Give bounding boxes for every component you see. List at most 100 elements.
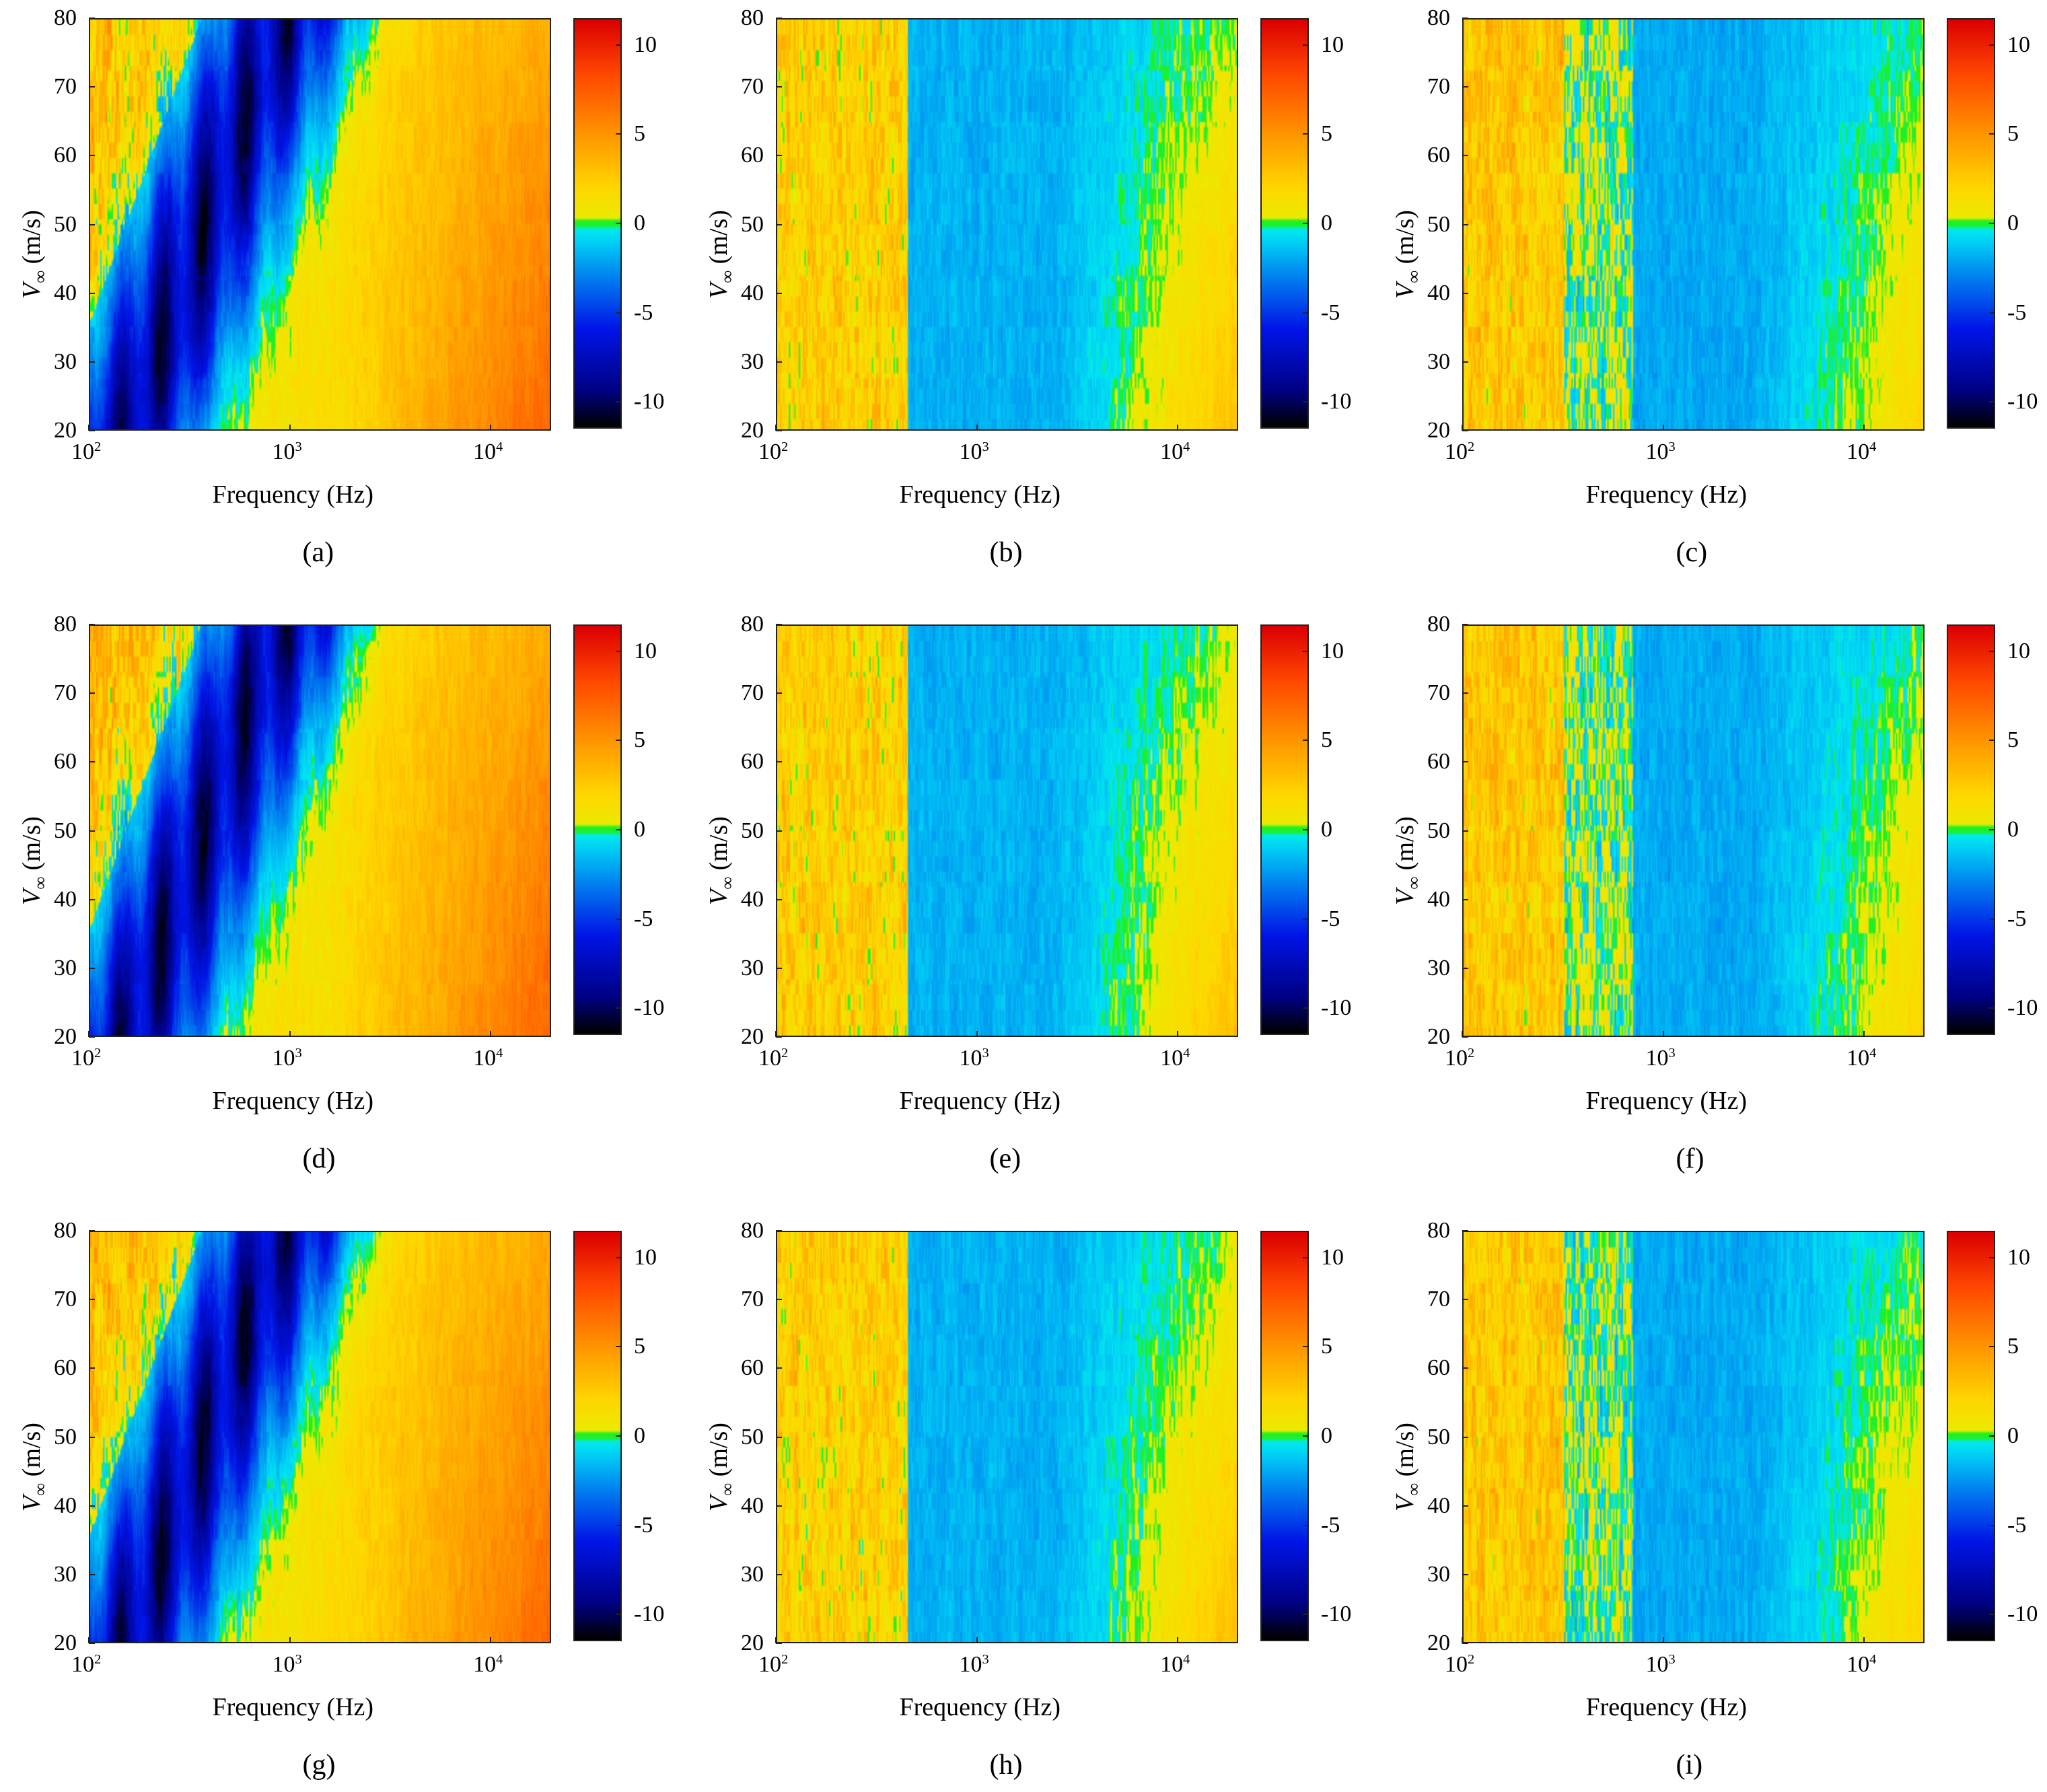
x-tick-mark bbox=[88, 425, 89, 431]
colorbar-tick-label: -10 bbox=[634, 995, 665, 1021]
colorbar-tick-label: 0 bbox=[634, 211, 645, 236]
colorbar-tick-label: -5 bbox=[634, 1512, 653, 1538]
colorbar-tick-mark bbox=[1989, 401, 1995, 403]
y-tick-label: 30 bbox=[741, 349, 764, 374]
colorbar-tick-mark bbox=[1989, 918, 1995, 920]
colorbar-tick-label: 5 bbox=[634, 1334, 645, 1359]
x-axis-label: Frequency (Hz) bbox=[1585, 1693, 1748, 1721]
x-tick-label: 102 bbox=[71, 439, 102, 465]
colorbar-tick-mark bbox=[1303, 650, 1309, 652]
y-tick-mark bbox=[89, 1299, 95, 1301]
y-tick-mark bbox=[776, 624, 782, 625]
colorbar-tick-label: 10 bbox=[1321, 638, 1344, 664]
heatmap-plot bbox=[89, 18, 551, 431]
x-tick-label: 104 bbox=[1160, 439, 1190, 465]
x-axis-label: Frequency (Hz) bbox=[1585, 480, 1748, 509]
y-tick-label: 70 bbox=[1427, 1287, 1450, 1312]
y-tick-mark bbox=[1462, 223, 1468, 225]
y-tick-label: 70 bbox=[741, 680, 764, 706]
x-tick-mark bbox=[1462, 425, 1463, 431]
y-tick-mark bbox=[776, 1299, 782, 1301]
y-tick-label: 40 bbox=[741, 280, 764, 306]
heatmap-plot bbox=[776, 624, 1238, 1037]
colorbar-tick-label: 10 bbox=[634, 32, 657, 57]
y-tick-label: 70 bbox=[54, 680, 77, 706]
x-tick-mark bbox=[289, 425, 291, 431]
x-axis-label: Frequency (Hz) bbox=[899, 1087, 1061, 1115]
y-tick-mark bbox=[89, 761, 95, 763]
y-tick-mark bbox=[776, 1505, 782, 1507]
x-tick-label: 103 bbox=[959, 439, 989, 465]
colorbar-tick-mark bbox=[1989, 1346, 1995, 1348]
y-tick-label: 30 bbox=[1427, 349, 1450, 374]
y-tick-label: 30 bbox=[741, 955, 764, 980]
colorbar-tick-mark bbox=[1303, 1435, 1309, 1437]
y-axis-label: V∞ (m/s) bbox=[705, 816, 738, 905]
x-tick-label: 103 bbox=[959, 1652, 989, 1678]
y-axis-label: V∞ (m/s) bbox=[705, 1422, 738, 1511]
x-tick-label: 102 bbox=[758, 439, 789, 465]
y-tick-label: 40 bbox=[1427, 886, 1450, 912]
colorbar-tick-label: -10 bbox=[634, 389, 665, 415]
x-tick-mark bbox=[1177, 425, 1179, 431]
colorbar-tick-label: 10 bbox=[1321, 32, 1344, 57]
colorbar-tick-mark bbox=[616, 1256, 622, 1258]
panel-caption: (i) bbox=[1676, 1750, 1703, 1781]
y-tick-label: 30 bbox=[741, 1561, 764, 1587]
x-tick-mark bbox=[1177, 1031, 1179, 1037]
colorbar-tick-mark bbox=[1303, 1007, 1309, 1009]
y-axis-label: V∞ (m/s) bbox=[17, 209, 50, 299]
colorbar-tick-mark bbox=[1989, 1614, 1995, 1616]
colorbar-tick-mark bbox=[616, 223, 622, 224]
y-tick-label: 50 bbox=[1427, 818, 1450, 843]
x-tick-mark bbox=[490, 1637, 492, 1643]
colorbar-tick-mark bbox=[1989, 312, 1995, 314]
x-tick-label: 103 bbox=[272, 1652, 302, 1678]
y-tick-mark bbox=[1462, 292, 1468, 294]
y-tick-mark bbox=[89, 1036, 95, 1038]
x-tick-label: 102 bbox=[1445, 1046, 1475, 1071]
colorbar bbox=[573, 624, 622, 1035]
y-tick-label: 40 bbox=[1427, 280, 1450, 306]
x-tick-mark bbox=[1863, 1031, 1865, 1037]
x-tick-label: 104 bbox=[1160, 1652, 1190, 1678]
y-tick-label: 80 bbox=[1427, 1218, 1450, 1243]
y-tick-label: 70 bbox=[741, 74, 764, 100]
x-tick-label: 102 bbox=[758, 1652, 789, 1678]
x-tick-mark bbox=[1462, 1031, 1463, 1037]
y-tick-label: 50 bbox=[54, 211, 77, 237]
y-tick-label: 60 bbox=[54, 143, 77, 168]
colorbar-tick-label: 10 bbox=[2007, 638, 2030, 664]
colorbar-tick-mark bbox=[1303, 918, 1309, 920]
panel-caption: (a) bbox=[302, 537, 334, 568]
y-tick-label: 30 bbox=[1427, 1561, 1450, 1587]
x-tick-mark bbox=[1662, 1637, 1664, 1643]
colorbar bbox=[1947, 624, 1995, 1035]
panel-caption: (e) bbox=[989, 1143, 1021, 1174]
colorbar-tick-mark bbox=[1303, 223, 1309, 224]
y-tick-mark bbox=[89, 1436, 95, 1438]
colorbar-tick-label: 10 bbox=[634, 638, 657, 664]
x-tick-mark bbox=[976, 1637, 978, 1643]
colorbar-tick-mark bbox=[1303, 1524, 1309, 1526]
colorbar-tick-label: 0 bbox=[2007, 1423, 2019, 1448]
y-tick-mark bbox=[776, 898, 782, 900]
colorbar-tick-mark bbox=[616, 1346, 622, 1348]
colorbar-tick-label: 0 bbox=[634, 817, 645, 842]
y-tick-mark bbox=[89, 223, 95, 225]
x-tick-mark bbox=[289, 1637, 291, 1643]
y-tick-mark bbox=[776, 692, 782, 694]
y-tick-mark bbox=[1462, 624, 1468, 625]
y-tick-label: 80 bbox=[741, 1218, 764, 1243]
y-tick-label: 20 bbox=[54, 1630, 77, 1655]
colorbar-tick-label: 0 bbox=[1321, 211, 1332, 236]
y-tick-mark bbox=[776, 761, 782, 763]
colorbar-tick-mark bbox=[1989, 1435, 1995, 1437]
heatmap-plot bbox=[1462, 1231, 1925, 1643]
x-axis-label: Frequency (Hz) bbox=[1585, 1087, 1748, 1115]
colorbar-tick-mark bbox=[616, 1435, 622, 1437]
y-tick-mark bbox=[89, 292, 95, 294]
colorbar-tick-label: 0 bbox=[2007, 817, 2019, 842]
colorbar-tick-label: -5 bbox=[1321, 1512, 1340, 1538]
y-tick-mark bbox=[1462, 1505, 1468, 1507]
